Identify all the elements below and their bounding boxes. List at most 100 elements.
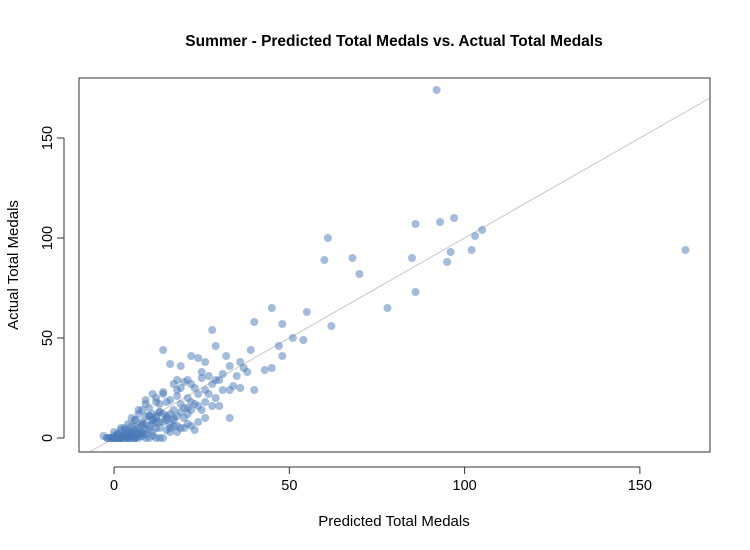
data-point <box>173 386 182 394</box>
data-point <box>152 412 161 420</box>
data-point <box>162 416 171 424</box>
data-point <box>99 432 108 440</box>
data-point <box>208 402 217 410</box>
data-point <box>124 426 133 434</box>
data-point <box>176 424 185 432</box>
data-point <box>159 390 168 398</box>
data-point <box>204 390 213 398</box>
x-tick-label: 150 <box>628 478 652 494</box>
x-axis: 0 50 100 150 <box>110 466 652 494</box>
data-point <box>348 254 357 262</box>
data-point <box>446 248 455 256</box>
data-point <box>215 402 224 410</box>
data-point <box>250 318 259 326</box>
data-point <box>211 394 220 402</box>
data-point <box>432 86 441 94</box>
data-point <box>471 232 480 240</box>
data-point <box>173 392 182 400</box>
data-point <box>138 420 147 428</box>
data-point <box>450 214 459 222</box>
x-axis-label: Predicted Total Medals <box>318 513 469 530</box>
data-point <box>197 374 206 382</box>
data-point <box>288 334 297 342</box>
data-point <box>180 378 189 386</box>
data-point <box>323 234 332 242</box>
data-point <box>222 352 231 360</box>
y-axis: 0 50 100 150 <box>40 126 65 442</box>
chart-title: Summer - Predicted Total Medals vs. Actu… <box>185 33 602 50</box>
data-point <box>211 342 220 350</box>
data-point <box>141 400 150 408</box>
data-point <box>246 346 255 354</box>
y-axis-label: Actual Total Medals <box>5 200 22 330</box>
data-point <box>159 346 168 354</box>
data-point <box>190 426 199 434</box>
data-point <box>225 362 234 370</box>
data-point <box>194 390 203 398</box>
data-point <box>218 370 227 378</box>
data-point <box>355 270 364 278</box>
data-point <box>274 342 283 350</box>
data-point <box>408 254 417 262</box>
data-point <box>131 416 140 424</box>
data-point <box>166 396 175 404</box>
data-point <box>208 380 217 388</box>
data-point <box>201 414 210 422</box>
data-point <box>215 376 224 384</box>
data-point <box>204 372 213 380</box>
plot-frame <box>78 77 711 453</box>
data-point <box>152 394 161 402</box>
data-point <box>243 368 252 376</box>
data-point <box>141 434 150 442</box>
reference-line-group <box>89 97 711 453</box>
data-point <box>681 246 690 254</box>
data-point <box>194 418 203 426</box>
data-point <box>190 384 199 392</box>
data-point <box>236 384 245 392</box>
data-point <box>166 360 175 368</box>
data-point <box>478 226 487 234</box>
data-point <box>260 366 269 374</box>
data-point <box>208 326 217 334</box>
data-point <box>183 410 192 418</box>
data-point <box>197 368 206 376</box>
data-point <box>232 372 241 380</box>
data-point <box>134 406 143 414</box>
data-point <box>176 362 185 370</box>
data-point <box>187 398 196 406</box>
data-point <box>302 308 311 316</box>
data-point <box>443 258 452 266</box>
data-point <box>131 434 140 442</box>
data-point <box>225 414 234 422</box>
data-point <box>148 432 157 440</box>
data-point <box>383 304 392 312</box>
data-point <box>124 434 133 442</box>
data-point <box>411 220 420 228</box>
y-tick-label: 150 <box>40 126 56 150</box>
data-point <box>201 358 210 366</box>
data-point <box>299 336 308 344</box>
data-point <box>436 218 445 226</box>
y-tick-label: 50 <box>40 330 56 346</box>
reference-line <box>89 97 711 453</box>
data-point <box>327 322 336 330</box>
y-tick-label: 0 <box>40 434 56 442</box>
data-point <box>169 414 178 422</box>
data-point <box>467 246 476 254</box>
data-point <box>250 386 259 394</box>
data-point <box>278 352 287 360</box>
data-point <box>169 380 178 388</box>
data-point <box>229 382 238 390</box>
x-tick-label: 50 <box>281 478 297 494</box>
points-group <box>99 86 690 442</box>
data-point <box>145 412 154 420</box>
data-point <box>320 256 329 264</box>
data-point <box>236 358 245 366</box>
data-point <box>155 434 164 442</box>
data-point <box>117 424 126 432</box>
data-point <box>110 428 119 436</box>
data-point <box>197 406 206 414</box>
data-point <box>201 398 210 406</box>
data-point <box>267 304 276 312</box>
